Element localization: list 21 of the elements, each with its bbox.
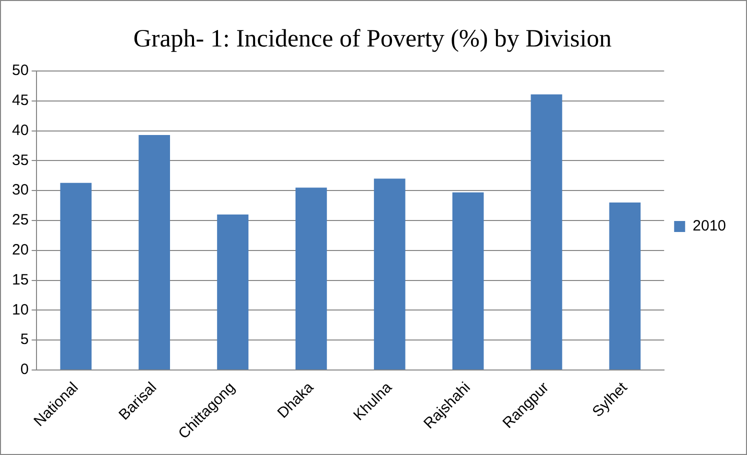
bar — [217, 214, 248, 370]
y-tick-label: 30 — [12, 182, 29, 199]
y-tick-label: 45 — [12, 92, 29, 110]
legend-label: 2010 — [692, 218, 726, 235]
y-tick-label: 15 — [12, 271, 29, 288]
bar — [452, 192, 484, 370]
y-tick-label: 20 — [12, 242, 29, 259]
bar — [60, 182, 92, 370]
y-tick-label: 5 — [20, 331, 29, 348]
y-tick-label: 40 — [12, 122, 29, 139]
bar — [296, 188, 327, 370]
y-tick-label: 35 — [12, 152, 29, 169]
y-tick-label: 10 — [12, 301, 29, 318]
y-tick-label: 0 — [20, 361, 29, 378]
y-tick-label: 25 — [12, 212, 29, 229]
bar — [530, 94, 562, 370]
bar — [138, 134, 170, 370]
y-tick-label: 50 — [12, 62, 29, 80]
chart-title: Graph- 1: Incidence of Poverty (%) by Division — [133, 26, 612, 53]
bar — [374, 178, 406, 370]
bar — [609, 202, 641, 370]
